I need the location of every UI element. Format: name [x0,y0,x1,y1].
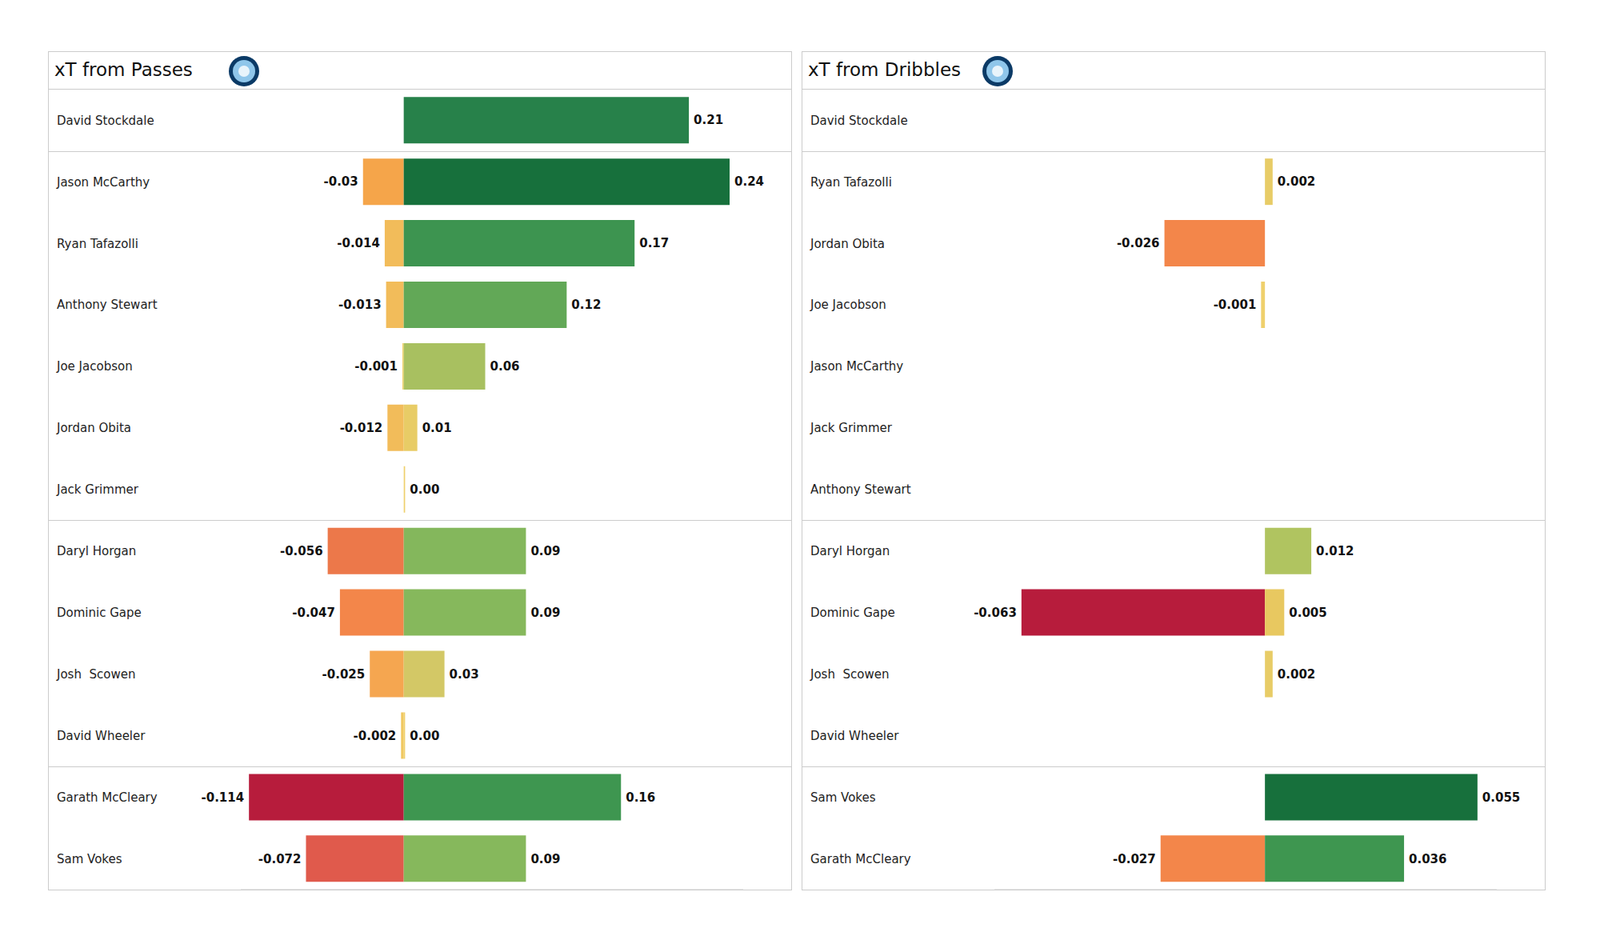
svg-text:-0.013: -0.013 [338,297,382,312]
svg-text:Jordan Obita: Jordan Obita [809,236,885,252]
svg-text:Anthony Stewart: Anthony Stewart [56,297,158,312]
svg-text:-0.072: -0.072 [258,852,302,867]
svg-text:Daryl Horgan: Daryl Horgan [810,544,890,559]
svg-text:-0.002: -0.002 [353,728,397,744]
svg-text:0.002: 0.002 [1277,174,1316,189]
svg-text:-0.025: -0.025 [322,667,366,682]
svg-text:0.00: 0.00 [409,482,440,497]
svg-text:Garath McCleary: Garath McCleary [56,790,158,805]
svg-text:0.002: 0.002 [1277,667,1316,682]
svg-text:Anthony Stewart: Anthony Stewart [810,482,912,497]
svg-text:0.055: 0.055 [1482,790,1520,805]
svg-text:-0.03: -0.03 [324,174,359,189]
svg-text:Josh Scowen: Josh Scowen [56,667,136,682]
svg-text:0.005: 0.005 [1288,605,1327,620]
svg-text:Jack Grimmer: Jack Grimmer [809,420,893,436]
svg-text:Jack Grimmer: Jack Grimmer [56,482,140,497]
svg-text:David Stockdale: David Stockdale [56,113,155,128]
svg-text:-0.001: -0.001 [1213,297,1257,312]
svg-text:0.03: 0.03 [449,667,480,682]
svg-text:Garath McCleary: Garath McCleary [810,852,912,867]
svg-text:-0.001: -0.001 [354,359,398,374]
svg-text:0.012: 0.012 [1316,544,1354,559]
svg-text:-0.026: -0.026 [1116,236,1160,251]
svg-text:0.09: 0.09 [530,852,560,867]
svg-text:-0.063: -0.063 [973,605,1017,620]
svg-text:Jordan Obita: Jordan Obita [56,420,132,436]
svg-text:-0.027: -0.027 [1112,852,1156,867]
svg-text:Jason McCarthy: Jason McCarthy [809,359,904,374]
svg-text:0.06: 0.06 [490,359,520,374]
svg-text:-0.114: -0.114 [201,790,245,805]
svg-text:Daryl Horgan: Daryl Horgan [56,544,136,559]
svg-text:Ryan Tafazolli: Ryan Tafazolli [810,175,892,190]
svg-text:0.01: 0.01 [422,420,452,436]
svg-text:Josh Scowen: Josh Scowen [809,667,889,682]
svg-text:0.24: 0.24 [734,174,764,189]
svg-text:Ryan Tafazolli: Ryan Tafazolli [56,236,139,252]
svg-text:Joe Jacobson: Joe Jacobson [56,359,133,374]
svg-text:0.09: 0.09 [530,544,560,559]
svg-text:0.16: 0.16 [625,790,656,805]
html-text:xT from Dribbles: xT from Dribbles [808,59,961,80]
svg-text:0.21: 0.21 [693,112,724,128]
svg-text:Dominic Gape: Dominic Gape [810,605,896,620]
svg-text:-0.047: -0.047 [292,605,336,620]
svg-text:David Stockdale: David Stockdale [810,113,908,128]
svg-text:0.12: 0.12 [571,297,601,312]
svg-text:0.17: 0.17 [639,236,669,251]
svg-text:-0.012: -0.012 [340,420,384,436]
svg-text:Sam Vokes: Sam Vokes [810,790,876,805]
svg-text:-0.056: -0.056 [280,544,324,559]
svg-text:David Wheeler: David Wheeler [810,728,900,744]
svg-text:David Wheeler: David Wheeler [56,728,146,744]
svg-text:-0.014: -0.014 [336,236,380,251]
svg-text:Jason McCarthy: Jason McCarthy [56,175,150,190]
svg-text:Sam Vokes: Sam Vokes [56,852,123,867]
html-text:xT from Passes: xT from Passes [54,59,193,80]
svg-text:0.09: 0.09 [530,605,560,620]
svg-text:0.00: 0.00 [409,728,440,744]
svg-text:0.036: 0.036 [1408,852,1447,867]
svg-text:Dominic Gape: Dominic Gape [56,605,142,620]
svg-text:Joe Jacobson: Joe Jacobson [809,297,887,312]
